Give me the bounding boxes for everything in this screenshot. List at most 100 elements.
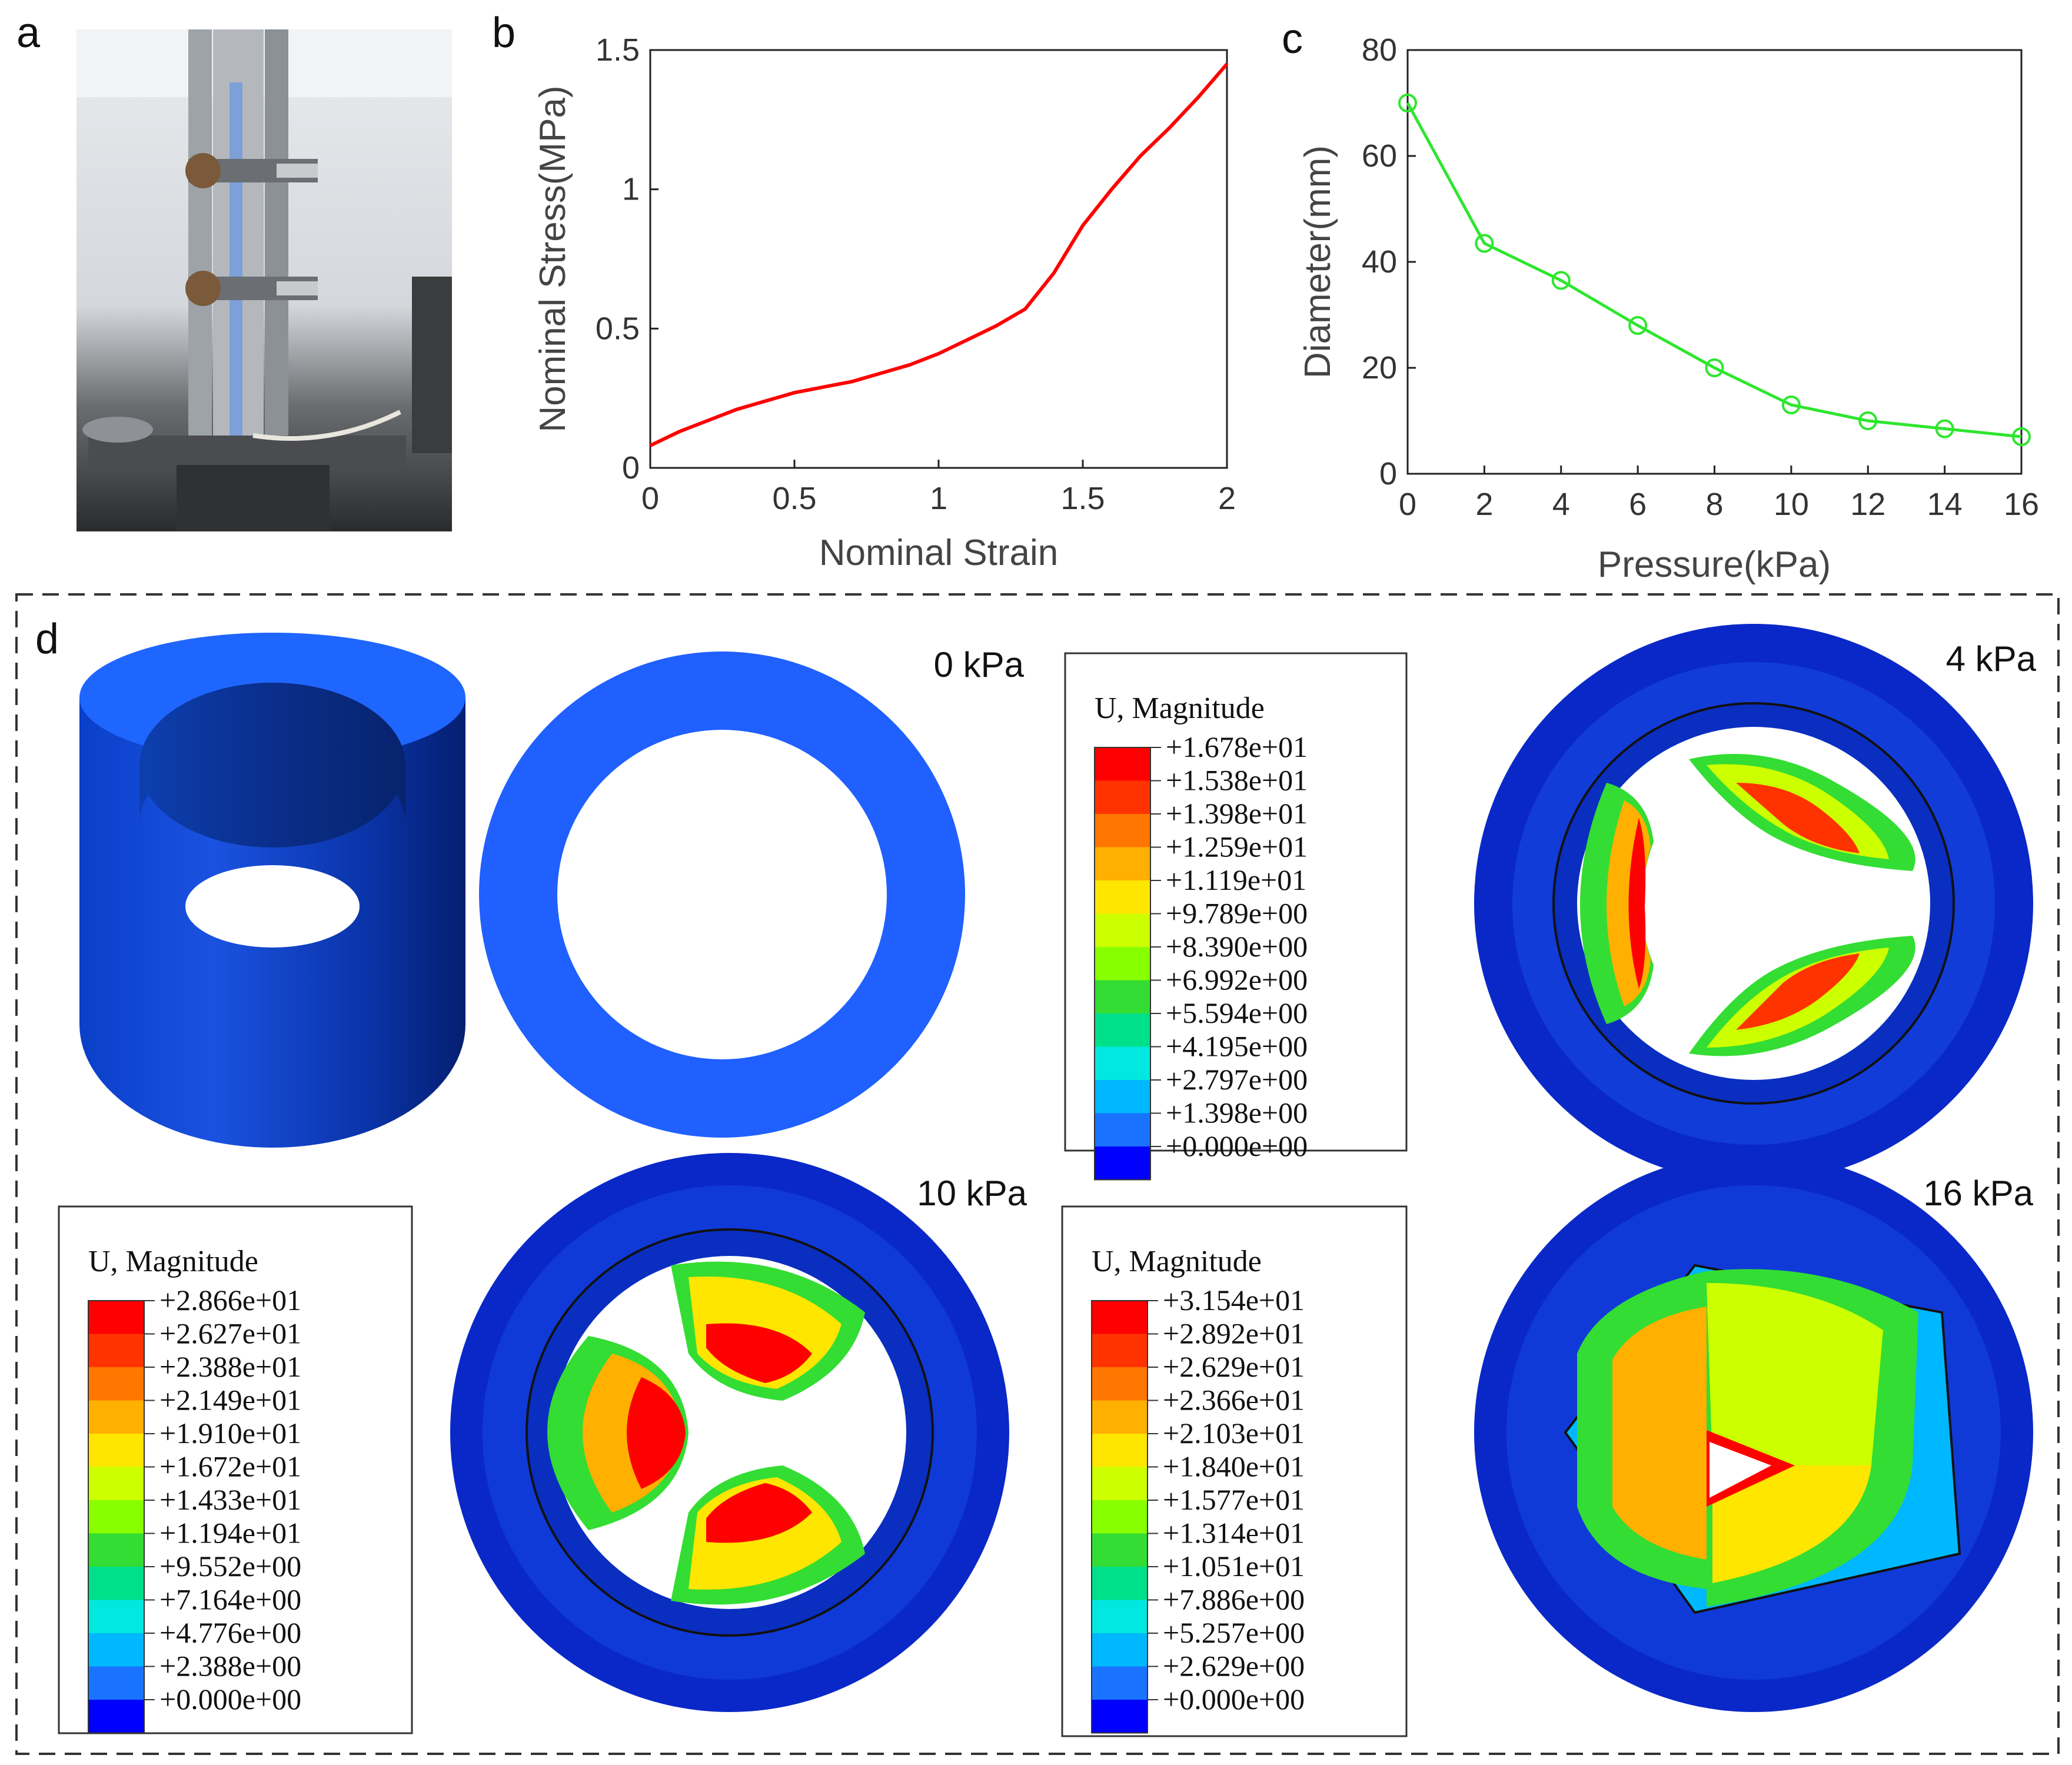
legend-value: +5.257e+00	[1163, 1616, 1305, 1649]
legend-value: +1.910e+01	[159, 1417, 301, 1450]
legend-4kpa: U, Magnitude+1.678e+01+1.538e+01+1.398e+…	[1064, 652, 1408, 1181]
legend-color-swatch	[88, 1467, 144, 1500]
legend-value: +1.398e+01	[1166, 797, 1308, 830]
legend-color-swatch	[1095, 913, 1150, 947]
fea-result-10kpa	[450, 1153, 1009, 1712]
chart-c-xtick-label: 10	[1774, 487, 1809, 522]
legend-value: +3.154e+01	[1163, 1284, 1305, 1317]
legend-value: +1.398e+00	[1166, 1096, 1308, 1129]
legend-value: +1.577e+01	[1163, 1483, 1305, 1516]
chart-b-xtick-label: 1.5	[1060, 481, 1105, 516]
legend-value: +2.366e+01	[1163, 1384, 1305, 1417]
undeformed-ring	[479, 652, 965, 1138]
chart-c-ytick-label: 20	[1362, 350, 1397, 385]
chart-c-ytick-label: 80	[1362, 32, 1397, 68]
legend-color-swatch	[88, 1500, 144, 1534]
legend-color-swatch	[1095, 1080, 1150, 1113]
legend-color-swatch	[1095, 1013, 1150, 1047]
legend-color-swatch	[88, 1700, 144, 1733]
chart-b-xtick-label: 1	[930, 481, 947, 516]
legend-color-swatch	[1092, 1666, 1148, 1700]
legend-value: +7.886e+00	[1163, 1583, 1305, 1616]
panel-label-a: a	[16, 9, 41, 56]
legend-value: +2.797e+00	[1166, 1063, 1308, 1096]
legend-value: +9.552e+00	[159, 1550, 301, 1583]
diameter-data-point	[1398, 94, 1417, 112]
chart-b-ytick-label: 0.5	[596, 311, 640, 346]
legend-value: +1.119e+01	[1166, 863, 1306, 896]
legend-color-swatch	[88, 1533, 144, 1567]
legend-color-swatch	[88, 1400, 144, 1434]
legend-value: +1.538e+01	[1166, 764, 1308, 797]
legend-value: +1.259e+01	[1166, 830, 1308, 863]
legend-value: +1.672e+01	[159, 1450, 301, 1483]
chart-c-ytick-label: 0	[1379, 456, 1397, 491]
legend-value: +2.629e+00	[1163, 1650, 1305, 1683]
panel-label-c: c	[1282, 15, 1303, 62]
legend-color-swatch	[1092, 1467, 1148, 1500]
legend-value: +2.149e+01	[159, 1384, 301, 1417]
diameter-data-point	[2012, 427, 2031, 446]
legend-color-swatch	[1092, 1600, 1148, 1633]
legend-16kpa: U, Magnitude+3.154e+01+2.892e+01+2.629e+…	[1061, 1205, 1408, 1737]
chart-c-ytick-label: 60	[1362, 138, 1397, 174]
panel-d-frame	[15, 593, 2060, 1755]
diameter-line	[1406, 102, 2022, 438]
legend-value: +0.000e+00	[159, 1683, 301, 1716]
legend-color-swatch	[88, 1633, 144, 1667]
legend-value: +5.594e+00	[1166, 996, 1308, 1029]
stress-strain-chart: 0 0.5 1 1.5 0 0.5 1 1.5 2 Nominal Strain Nomina…	[533, 32, 1236, 573]
legend-value: +1.678e+01	[1166, 730, 1308, 763]
chart-c-xtick-label: 16	[2004, 487, 2039, 522]
legend-color-swatch	[88, 1367, 144, 1401]
legend-value: +2.103e+01	[1163, 1417, 1305, 1450]
legend-value: +1.433e+01	[159, 1483, 301, 1516]
legend-value: +0.000e+00	[1163, 1683, 1305, 1716]
fea-result-4kpa	[1474, 624, 2033, 1183]
legend-color-swatch	[1092, 1434, 1148, 1467]
diameter-pressure-chart: 0 20 40 60 80 0 2 4 6 8 10 12 14 16 Pressure(kPa) Di…	[1298, 32, 2039, 585]
legend-color-swatch	[88, 1567, 144, 1600]
chart-b-xtick-label: 0	[641, 481, 659, 516]
diameter-data-point	[1551, 271, 1571, 290]
chart-c-xtick-label: 14	[1927, 487, 1963, 522]
legend-value: +2.629e+01	[1163, 1350, 1305, 1383]
legend-bar-border	[1094, 747, 1151, 1181]
chart-b-ytick-label: 1.5	[596, 32, 640, 68]
fea-result-16kpa	[1474, 1153, 2033, 1712]
legend-color-swatch	[1092, 1633, 1148, 1667]
legend-color-swatch	[1092, 1334, 1148, 1367]
diameter-data-point	[1935, 419, 1954, 438]
legend-color-swatch	[1095, 1146, 1150, 1180]
legend-value: +6.992e+00	[1166, 963, 1308, 996]
diameter-data-point	[1705, 358, 1724, 377]
legend-value: +1.194e+01	[159, 1517, 301, 1550]
chart-b-xtick-label: 0.5	[772, 481, 816, 516]
legend-color-swatch	[88, 1434, 144, 1467]
chart-c-xtick-label: 0	[1399, 487, 1416, 522]
legend-value: +2.627e+01	[159, 1317, 301, 1350]
legend-color-swatch	[1095, 980, 1150, 1013]
pressure-label-0: 0 kPa	[934, 645, 1025, 684]
stress-strain-line	[649, 62, 1229, 447]
diameter-data-point	[1475, 234, 1494, 253]
diameter-data-point	[1628, 316, 1648, 335]
chart-c-xtick-label: 8	[1705, 487, 1723, 522]
legend-color-swatch	[1092, 1367, 1148, 1401]
legend-value: +2.866e+01	[159, 1284, 301, 1317]
chart-c-xtick-label: 4	[1552, 487, 1570, 522]
pressure-label-4: 4 kPa	[1946, 639, 2037, 679]
legend-color-swatch	[1092, 1400, 1148, 1434]
chart-b-xlabel: Nominal Strain	[819, 533, 1059, 573]
legend-value: +1.314e+01	[1163, 1517, 1305, 1550]
legend-bar-border	[88, 1300, 145, 1734]
diameter-data-point	[1781, 395, 1801, 414]
legend-bar-border	[1091, 1300, 1148, 1734]
legend-value: +8.390e+00	[1166, 930, 1308, 963]
tensile-test-photo	[77, 29, 452, 531]
legend-color-swatch	[1095, 780, 1150, 814]
legend-value: +7.164e+00	[159, 1583, 301, 1616]
legend-color-swatch	[1095, 880, 1150, 914]
legend-color-swatch	[1092, 1567, 1148, 1600]
